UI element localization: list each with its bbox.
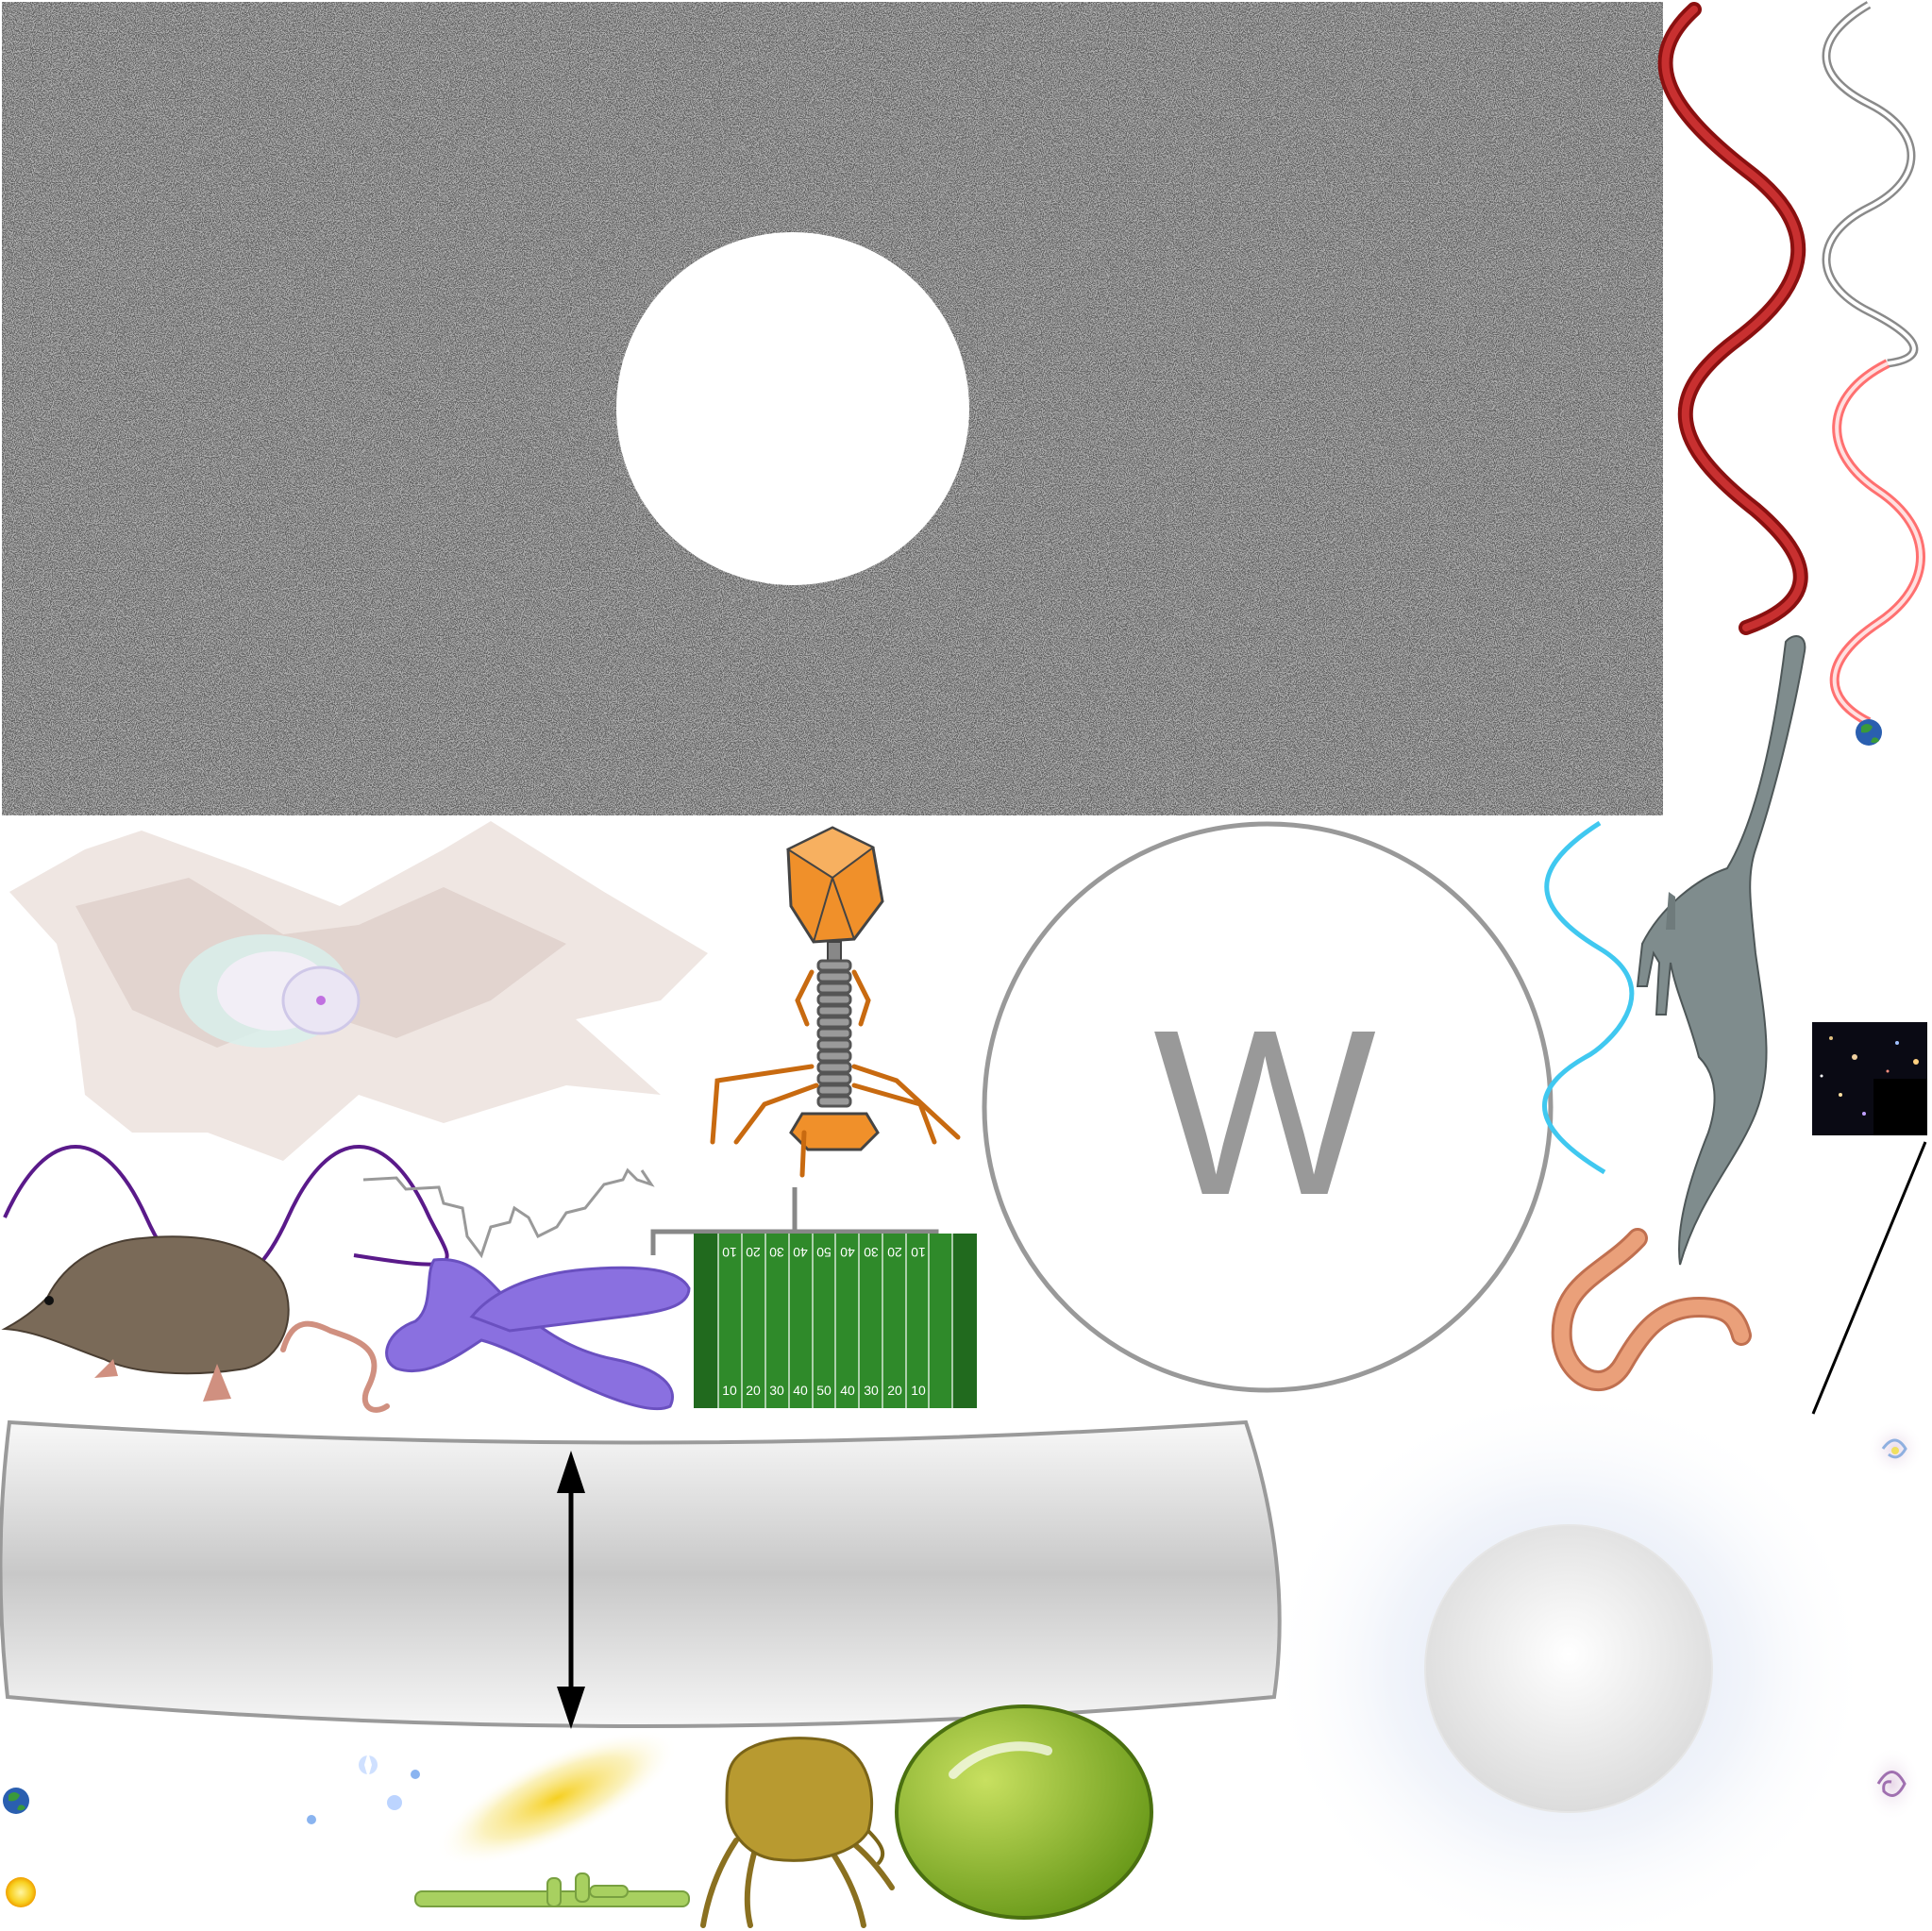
star-sparkles <box>307 1752 420 1824</box>
pink-wave <box>1829 359 1925 727</box>
purple-sine-wave <box>3 1145 449 1290</box>
gray-wave <box>1822 1 1919 368</box>
bacteriophage-image <box>710 826 961 1178</box>
w-letter: W <box>1153 981 1376 1244</box>
red-ribbon-helix <box>1657 2 1808 635</box>
football-field: 10 20 30 40 50 40 30 20 10 10 20 30 40 5… <box>694 1234 977 1408</box>
gray-jagged-line <box>362 1167 655 1259</box>
yard-number: 10 <box>911 1383 926 1398</box>
yard-number: 40 <box>840 1383 855 1398</box>
earth-icon <box>3 1788 29 1814</box>
yard-number: 20 <box>746 1383 761 1398</box>
curved-slab <box>0 1419 1282 1729</box>
nebula-image <box>9 821 708 1161</box>
sun-icon <box>6 1877 36 1907</box>
yard-number: 50 <box>816 1245 832 1260</box>
pointer-line <box>1811 1141 1927 1415</box>
white-hole <box>616 232 969 585</box>
green-sprig-image <box>414 1872 690 1907</box>
chromosome-image <box>385 1257 691 1411</box>
yard-number: 20 <box>746 1245 761 1260</box>
yard-number: 40 <box>793 1383 808 1398</box>
yard-number: 30 <box>769 1383 784 1398</box>
w-badge: W <box>982 821 1554 1393</box>
yard-number: 50 <box>816 1383 832 1398</box>
yard-number: 40 <box>793 1245 808 1260</box>
yard-number: 10 <box>911 1245 926 1260</box>
spiral-galaxy-icon <box>1867 1420 1924 1477</box>
yard-number: 30 <box>864 1245 879 1260</box>
shrew-image <box>1 1235 390 1413</box>
dinosaur-image <box>1636 635 1806 1266</box>
noise-panel <box>2 2 1663 815</box>
yard-number: 10 <box>722 1245 737 1260</box>
green-seed-image <box>895 1704 1153 1920</box>
yard-number: 10 <box>722 1383 737 1398</box>
dust-mite-image <box>700 1737 895 1928</box>
yard-number: 20 <box>887 1383 902 1398</box>
earth-icon <box>1856 719 1882 746</box>
spiral-galaxy-icon <box>1864 1746 1921 1822</box>
halo-sphere <box>1267 1385 1871 1931</box>
deep-field-image <box>1812 1022 1927 1135</box>
yard-number: 30 <box>769 1245 784 1260</box>
yellow-glow <box>435 1730 679 1866</box>
cyan-sine-wave <box>1542 820 1635 1175</box>
earthworm-image <box>1551 1228 1752 1391</box>
yard-number: 20 <box>887 1245 902 1260</box>
yard-number: 40 <box>840 1245 855 1260</box>
yard-number: 30 <box>864 1383 879 1398</box>
